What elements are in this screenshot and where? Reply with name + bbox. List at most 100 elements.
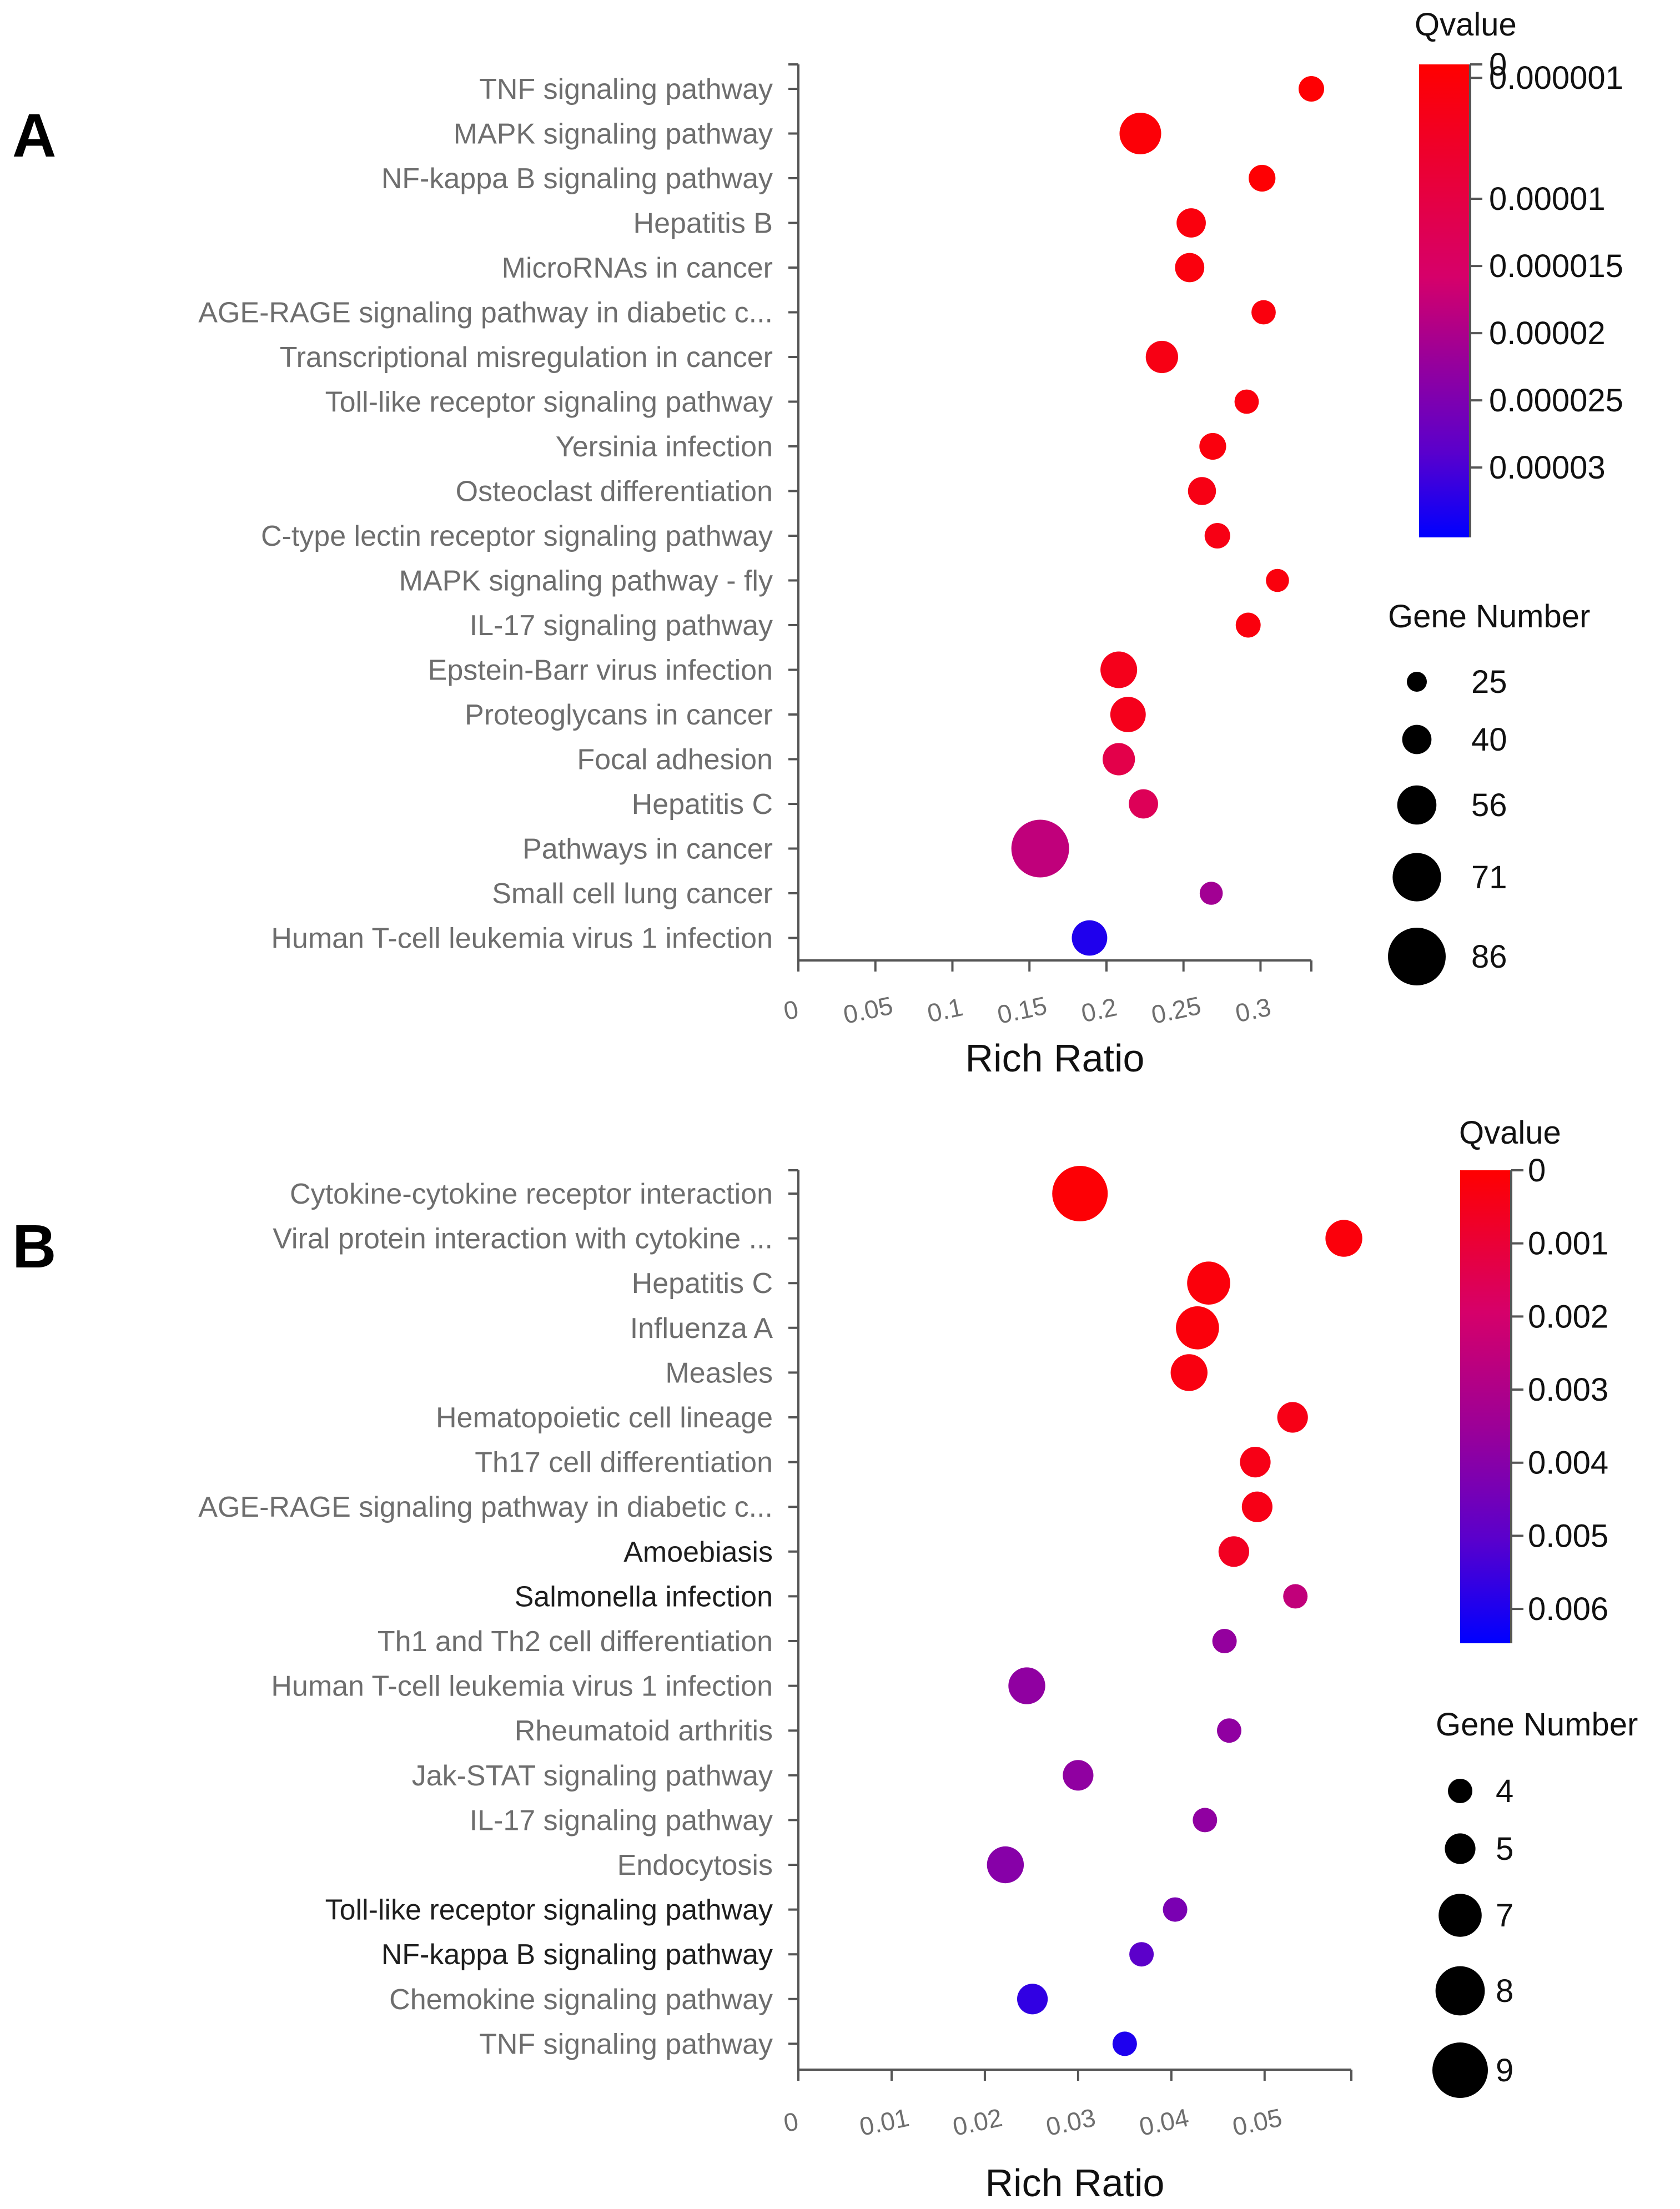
a-colorbar-label: 0.000025 (1489, 383, 1623, 419)
a-category-label: Transcriptional misregulation in cancer (280, 341, 773, 374)
b-bubble (1187, 1261, 1230, 1305)
a-category-label: Toll-like receptor signaling pathway (325, 386, 773, 419)
a-size-legend-circle (1402, 724, 1432, 754)
a-colorbar-label: 0.000001 (1489, 60, 1623, 96)
a-bubble (1298, 76, 1325, 102)
b-category-label: AGE-RAGE signaling pathway in diabetic c… (198, 1491, 773, 1523)
a-category-label: Yersinia infection (556, 431, 773, 463)
panel-b-letter: B (12, 1212, 56, 1281)
b-size-legend-circle (1438, 1894, 1482, 1937)
a-category-label: IL-17 signaling pathway (470, 610, 773, 642)
b-category-label: Salmonella infection (515, 1581, 773, 1613)
b-category-label: Cytokine-cytokine receptor interaction (290, 1178, 773, 1210)
b-colorbar-label: 0 (1528, 1153, 1546, 1189)
b-bubble (1216, 1718, 1241, 1743)
a-category-label: MAPK signaling pathway (454, 118, 773, 150)
b-category-label: Hematopoietic cell lineage (436, 1402, 773, 1434)
a-category-label: NF-kappa B signaling pathway (381, 163, 773, 195)
a-bubble (1188, 477, 1216, 505)
b-bubble (1176, 1306, 1219, 1350)
a-bubble (1119, 112, 1161, 155)
a-bubble (1110, 697, 1146, 732)
a-category-label: TNF signaling pathway (479, 73, 773, 105)
a-size-legend-label: 25 (1471, 664, 1507, 700)
panel-a-letter: A (12, 102, 56, 170)
b-category-label: TNF signaling pathway (479, 2028, 773, 2060)
a-bubble (1103, 743, 1135, 776)
a-colorbar (1419, 64, 1470, 537)
a-size-legend-circle (1388, 928, 1446, 985)
b-x-axis-title: Rich Ratio (985, 2161, 1165, 2205)
b-colorbar-label: 0.004 (1528, 1445, 1608, 1481)
b-category-label: Th17 cell differentiation (475, 1447, 773, 1479)
b-bubble (1193, 1808, 1218, 1833)
b-size-legend-label: 7 (1496, 1898, 1513, 1934)
b-bubble (1008, 1667, 1045, 1704)
b-bubble (1129, 1942, 1154, 1967)
b-category-label: Toll-like receptor signaling pathway (325, 1894, 773, 1926)
b-category-label: Endocytosis (617, 1849, 773, 1881)
a-bubble (1204, 522, 1230, 549)
b-bubble (1212, 1629, 1237, 1653)
a-colorbar-label: 0.00003 (1489, 450, 1606, 486)
a-bubble (1251, 300, 1276, 325)
b-bubble (1218, 1536, 1249, 1567)
a-colorbar-label: 0 (1489, 47, 1507, 83)
panel-a-chart: TNF signaling pathway MAPK signaling path… (198, 7, 1623, 1080)
a-bubble (1011, 819, 1069, 878)
a-category-label: Pathways in cancer (522, 833, 773, 866)
b-category-label: Amoebiasis (623, 1536, 773, 1568)
b-size-legend-title: Gene Number (1436, 1707, 1638, 1743)
b-category-label: Influenza A (630, 1312, 773, 1345)
b-bubble (1017, 1984, 1048, 2015)
b-bubble (1052, 1166, 1108, 1221)
a-size-legend-circle (1392, 853, 1441, 902)
b-bubble (1170, 1354, 1208, 1391)
a-size-legend-label: 86 (1471, 939, 1507, 975)
a-category-label: MAPK signaling pathway - fly (399, 565, 773, 597)
b-category-label: Th1 and Th2 cell differentiation (378, 1626, 773, 1658)
b-category-label: IL-17 signaling pathway (470, 1804, 773, 1836)
a-bubble (1176, 208, 1206, 238)
a-bubble (1145, 340, 1178, 374)
b-size-legend-circle (1448, 1779, 1472, 1803)
a-bubble (1199, 882, 1223, 905)
b-bubble (1325, 1220, 1362, 1257)
a-category-label: Small cell lung cancer (492, 878, 773, 910)
b-size-legend-label: 9 (1496, 2052, 1513, 2089)
a-colorbar-label: 0.00002 (1489, 315, 1606, 351)
a-bubble (1234, 389, 1259, 414)
a-category-label: Osteoclast differentiation (456, 476, 773, 508)
panel-b-chart: Cytokine-cytokine receptor interaction Vi… (198, 1115, 1638, 2205)
b-colorbar-label: 0.002 (1528, 1299, 1608, 1335)
b-bubble (1240, 1447, 1271, 1478)
a-bubble (1235, 612, 1261, 638)
b-bubble (987, 1846, 1024, 1884)
a-bubble (1072, 920, 1108, 956)
b-colorbar (1460, 1170, 1511, 1643)
a-colorbar-title: Qvalue (1415, 7, 1517, 43)
a-category-label: Human T-cell leukemia virus 1 infection (271, 923, 773, 955)
a-category-label: Epstein-Barr virus infection (428, 655, 773, 687)
b-size-legend-label: 5 (1496, 1831, 1513, 1867)
b-category-label: Hepatitis C (632, 1267, 773, 1300)
a-category-label: Hepatitis C (632, 788, 773, 821)
a-size-legend-label: 71 (1471, 859, 1507, 895)
b-size-legend-circle (1445, 1833, 1476, 1864)
b-category-label: Chemokine signaling pathway (389, 1984, 773, 2016)
a-bubble (1199, 432, 1226, 460)
a-category-label: C-type lectin receptor signaling pathway (261, 520, 773, 552)
a-category-label: AGE-RAGE signaling pathway in diabetic c… (198, 297, 773, 329)
a-colorbar-label: 0.000015 (1489, 248, 1623, 284)
b-category-label: Measles (665, 1357, 773, 1389)
a-bubble (1249, 164, 1276, 192)
b-bubble (1063, 1760, 1094, 1791)
a-size-legend-label: 56 (1471, 787, 1507, 823)
b-size-legend-label: 8 (1496, 1973, 1513, 2009)
b-category-label: Rheumatoid arthritis (515, 1715, 773, 1747)
a-bubble (1100, 651, 1138, 688)
b-colorbar-label: 0.006 (1528, 1591, 1608, 1627)
b-bubble (1283, 1584, 1308, 1609)
a-x-axis-title: Rich Ratio (965, 1036, 1145, 1080)
